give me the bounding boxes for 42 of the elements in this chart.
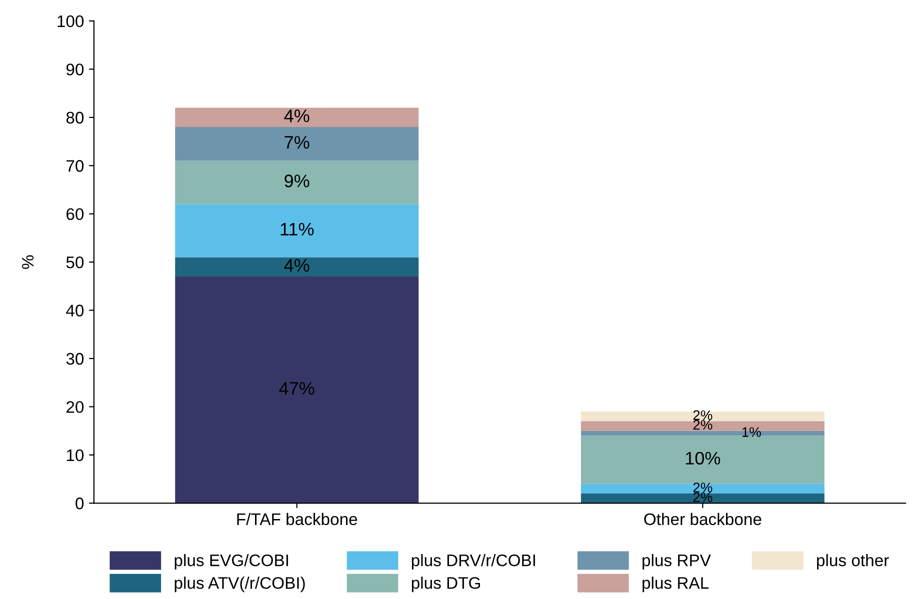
y-tick-label: 100 — [58, 15, 84, 28]
bar — [175, 160, 419, 204]
legend-label: plus RAL — [642, 576, 709, 592]
bar — [580, 436, 824, 484]
y-tick-label: 90 — [66, 64, 84, 76]
legend-label: plus other — [817, 554, 889, 570]
y-tick-label: 30 — [66, 352, 84, 365]
legend-label: plus EVG/COBI — [174, 554, 288, 570]
data-label: 2% — [693, 410, 712, 420]
legend-label: plus DRV/r/COBI — [412, 554, 535, 570]
x-tick-label: F/TAF backbone — [237, 512, 358, 526]
y-tick-label: 40 — [66, 304, 84, 316]
x-tick-label: Other backbone — [644, 512, 762, 526]
y-tick-label: 80 — [66, 112, 84, 124]
bar — [175, 108, 419, 128]
data-label: 4% — [284, 259, 310, 272]
data-label: 2% — [693, 482, 712, 492]
data-label: 11% — [280, 222, 314, 236]
y-tick-label: 10 — [66, 449, 84, 462]
data-label: 4% — [284, 110, 310, 122]
y-tick-label: 50 — [66, 256, 84, 268]
bar — [580, 412, 824, 422]
data-label: 10% — [686, 452, 720, 465]
y-axis-title: % — [22, 255, 34, 269]
bar — [175, 276, 419, 504]
data-label: 9% — [284, 174, 310, 188]
bar — [580, 484, 824, 494]
y-tick-label: 70 — [66, 160, 84, 172]
bar — [175, 257, 419, 277]
bar — [175, 127, 419, 161]
legend-label: plus ATV(/r/COBI) — [174, 576, 305, 592]
data-label: 47% — [279, 382, 314, 395]
bar — [175, 204, 419, 258]
data-label: 7% — [284, 136, 310, 149]
data-label: 2% — [693, 420, 712, 430]
legend-label: plus RPV — [642, 554, 711, 570]
y-tick-label: 60 — [66, 208, 84, 220]
data-label: 2% — [693, 492, 712, 502]
y-tick-label: 0 — [76, 498, 84, 510]
legend-label: plus DTG — [412, 576, 480, 592]
bar — [580, 494, 824, 504]
y-tick-label: 20 — [66, 401, 84, 413]
